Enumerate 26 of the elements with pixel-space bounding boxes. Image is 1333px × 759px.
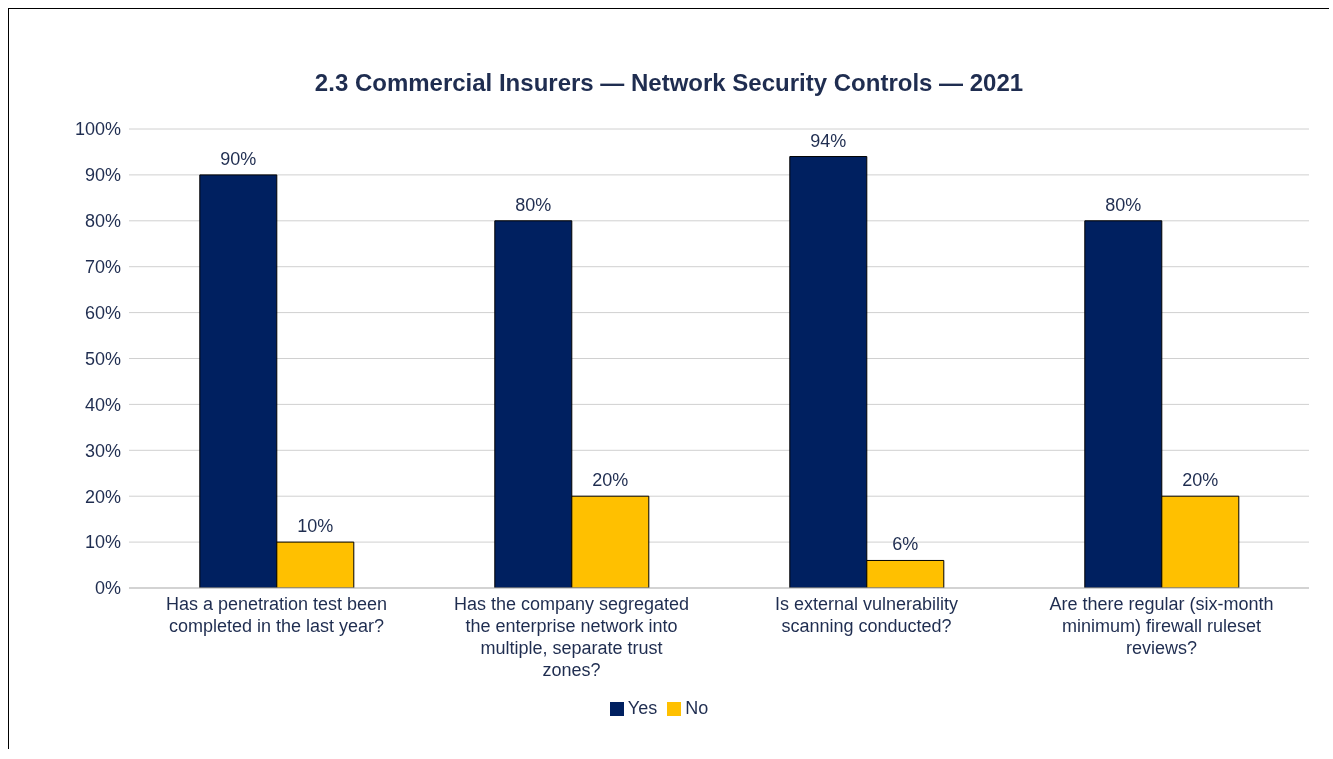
data-label: 20% (592, 470, 629, 491)
x-tick-label: Has the company segregated the enterprise network into multiple, separate trust zones? (453, 594, 690, 680)
y-tick-label: 10% (84, 532, 121, 553)
chart-title: 2.3 Commercial Insurers — Network Security Controls — 2021 (313, 68, 1025, 98)
x-tick-label: Is external vulnerability scanning conducted? (774, 594, 959, 636)
y-tick-label: 0% (94, 578, 121, 599)
data-label: 94% (810, 130, 847, 151)
y-tick-label: 30% (84, 440, 121, 461)
data-label: 90% (220, 148, 257, 169)
y-tick-label: 60% (84, 302, 121, 323)
y-tick-label: 90% (84, 165, 121, 186)
data-label: 80% (515, 194, 552, 215)
y-tick-label: 70% (84, 257, 121, 278)
x-tick-label: Are there regular (six-month minimum) firewall ruleset reviews? (1049, 594, 1274, 658)
y-tick-label: 50% (84, 348, 121, 369)
data-label: 80% (1105, 194, 1142, 215)
data-label: 20% (1182, 470, 1219, 491)
legend-label: No (685, 698, 709, 718)
y-tick-label: 80% (84, 211, 121, 232)
y-tick-label: 20% (84, 486, 121, 507)
y-tick-label: 100% (74, 119, 121, 140)
data-label: 10% (297, 516, 334, 537)
y-tick-label: 40% (84, 394, 121, 415)
x-tick-label: Has a penetration test been completed in the last year? (165, 594, 388, 636)
legend-label: Yes (627, 698, 658, 718)
data-label: 6% (892, 534, 919, 555)
